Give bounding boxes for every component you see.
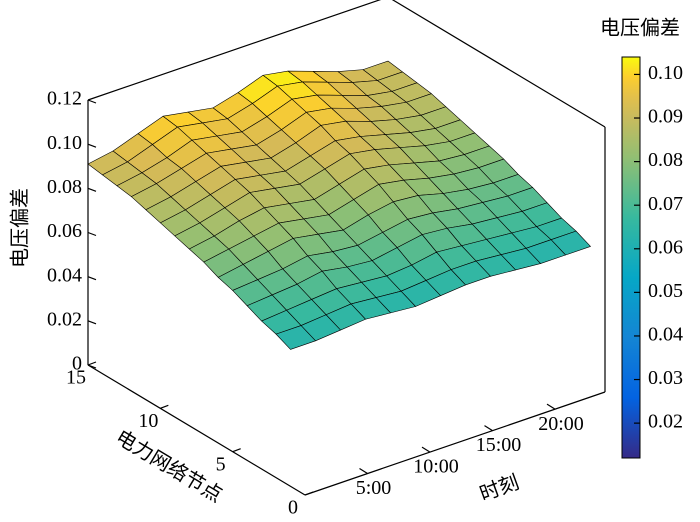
box-edge xyxy=(87,364,306,496)
z-axis-label: 电压偏差 xyxy=(9,188,32,268)
colorbar-tick-label: 0.04 xyxy=(648,324,683,346)
z-tick-label: 0.10 xyxy=(47,132,82,154)
x-tick xyxy=(484,425,493,432)
colorbar-tick-label: 0.07 xyxy=(648,193,683,215)
colorbar xyxy=(621,56,641,459)
colorbar-tick-label: 0.05 xyxy=(648,280,683,302)
x-tick xyxy=(359,468,368,475)
z-tick xyxy=(87,143,97,148)
colorbar-tick-label: 0.02 xyxy=(648,411,683,433)
z-tick-label: 0.04 xyxy=(47,264,82,286)
z-tick xyxy=(87,364,97,369)
y-tick-label: 5 xyxy=(216,453,226,475)
box-edge xyxy=(304,391,606,496)
box-edge xyxy=(391,0,606,128)
y-tick xyxy=(304,491,314,496)
x-axis-label: 时刻 xyxy=(477,471,522,506)
x-tick-label: 15:00 xyxy=(476,434,522,456)
z-tick xyxy=(87,320,97,325)
surface xyxy=(87,60,591,350)
colorbar-tick-label: 0.09 xyxy=(648,106,683,128)
x-tick-label: 20:00 xyxy=(538,413,584,435)
z-tick xyxy=(87,276,97,281)
colorbar-tick-label: 0.03 xyxy=(648,367,683,389)
box-edge xyxy=(87,0,382,101)
x-tick xyxy=(546,403,556,410)
surface-patch xyxy=(275,325,316,350)
y-tick-label: 10 xyxy=(138,410,158,432)
z-tick-label: 0.02 xyxy=(47,308,82,330)
z-tick-label: 0.08 xyxy=(47,176,82,198)
colorbar-tick-label: 0.06 xyxy=(648,236,683,258)
z-tick-label: 0.06 xyxy=(47,220,82,242)
x-tick-label: 5:00 xyxy=(356,477,392,499)
colorbar-tick-label: 0.08 xyxy=(648,149,683,171)
z-tick xyxy=(87,231,97,237)
x-tick-label: 10:00 xyxy=(413,456,459,478)
y-tick-label: 15 xyxy=(66,367,86,389)
y-tick xyxy=(87,361,97,366)
z-tick xyxy=(87,99,97,104)
z-tick-label: 0.12 xyxy=(47,88,82,110)
colorbar-title: 电压偏差 xyxy=(600,17,680,40)
y-tick-label: 0 xyxy=(288,497,298,519)
x-tick xyxy=(421,446,431,453)
y-tick xyxy=(232,448,241,453)
z-tick xyxy=(87,187,97,192)
z-tick-label: 0 xyxy=(72,353,82,375)
colorbar-tick-label: 0.10 xyxy=(648,62,683,84)
axes-box xyxy=(87,0,606,496)
y-tick xyxy=(160,404,169,409)
